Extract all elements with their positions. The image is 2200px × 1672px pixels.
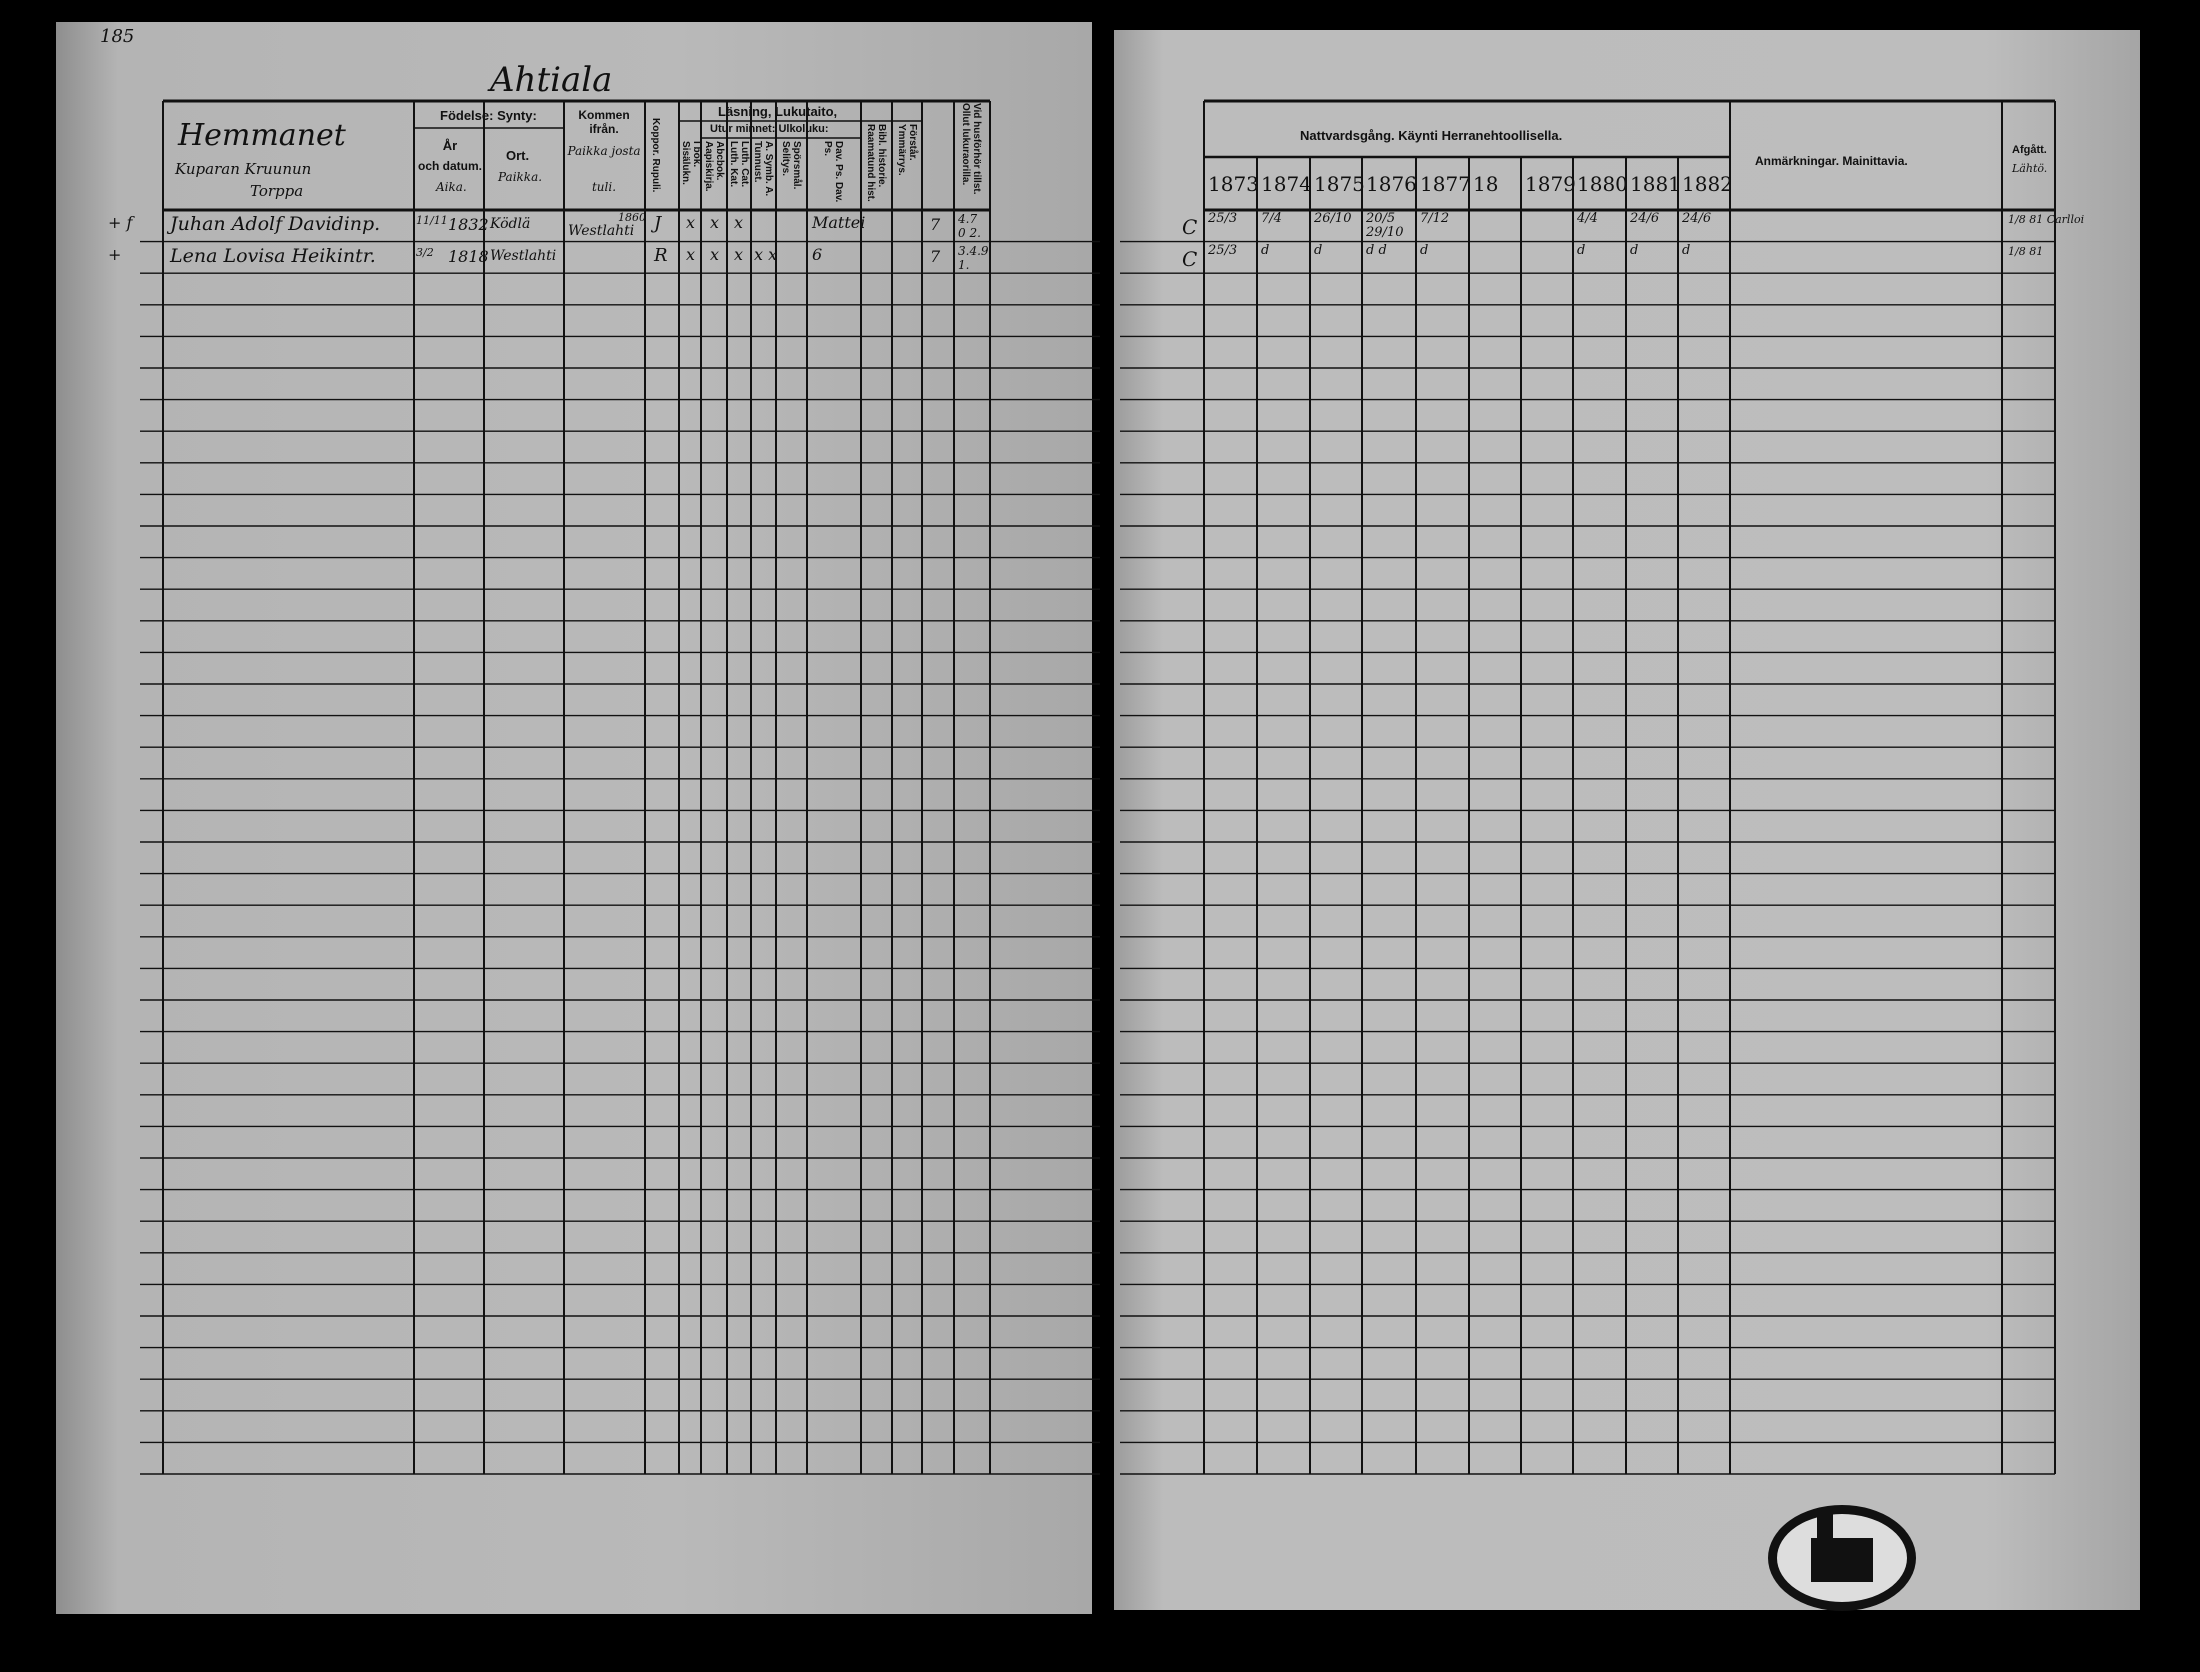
book-spine [1104, 0, 1114, 1672]
header-departed-2: Lähtö. [2012, 162, 2048, 175]
year-header: 1875 [1314, 172, 1365, 196]
communion-entry: d [1577, 242, 1586, 258]
header-household: Hemmanet [178, 118, 346, 153]
symbols: x x [754, 244, 778, 264]
header-household-sub2: Torppa [250, 182, 304, 200]
catechetical: 1. [958, 257, 970, 272]
birth-date: 11/11 [416, 214, 448, 227]
header-catechism: Luth. Cat. Luth. Kat. [728, 141, 750, 188]
header-birth-place: Ort. [506, 148, 530, 163]
header-birth-date: År [442, 138, 458, 153]
smallpox: J [654, 213, 662, 234]
communion-entry: 26/10 [1314, 211, 1352, 226]
header-bible-history: Bibl. historie. Raamatund hist. [865, 124, 887, 202]
year-header: 1877 [1420, 172, 1471, 196]
row-marker: + f [108, 213, 133, 232]
communion-entry: 24/6 [1630, 211, 1660, 226]
year-header: 1873 [1208, 172, 1259, 196]
archive-stamp [1768, 1505, 1916, 1611]
header-came-from-2: Paikka josta [567, 144, 641, 158]
departed: 1/8 81 Carlloi [2008, 213, 2085, 226]
header-household-sub: Kuparan Kruunun [175, 160, 312, 178]
communion-entry: d [1261, 242, 1270, 258]
header-came-from-3: tuli. [591, 180, 617, 194]
row-marker: + [108, 244, 122, 264]
came-from-year: 1860 [618, 211, 646, 224]
village-title: Ahtiala [490, 60, 613, 100]
header-questions: Spörsmål. Selitys. [780, 141, 802, 190]
header-smallpox: Koppor. Rupuli. [650, 118, 661, 193]
came-from: Westlahti [568, 223, 635, 239]
header-departed: Afgått. [2012, 144, 2047, 156]
year-header: 1882 [1682, 172, 1733, 196]
understanding: 7 [930, 246, 941, 266]
communion-entry: 7/4 [1261, 211, 1282, 226]
communion-entry: d [1420, 242, 1429, 258]
year-header: 1881 [1630, 172, 1681, 196]
questions: Mattei [812, 213, 866, 232]
year-header: 18 [1473, 172, 1499, 196]
header-reading: Läsning, Lukutaito, [718, 104, 838, 119]
abc-book: x [710, 244, 720, 264]
header-catechetical: Vid husförhör tillst. Ollut lukuraorilla… [960, 103, 982, 195]
header-birth: Födelse: Synty: [440, 108, 537, 123]
left-page [56, 22, 1092, 1614]
catechetical: 0 2. [958, 226, 981, 240]
catechism: x [734, 213, 744, 232]
page-number: 185 [100, 26, 135, 47]
smallpox: R [654, 244, 668, 266]
understanding: 7 [930, 215, 941, 234]
year-header: 1876 [1366, 172, 1417, 196]
header-psalms: Dav. Ps. Dav. Ps. [822, 141, 844, 203]
catechetical: 3.4.9 [958, 243, 989, 258]
person-name: Lena Lovisa Heikintr. [170, 244, 376, 267]
birth-year: 1832 [448, 215, 489, 234]
header-abc-book: Abcbok. Aapiskirja. [703, 141, 725, 192]
year-header: 1880 [1577, 172, 1628, 196]
person-name: Juhan Adolf Davidinp. [170, 213, 381, 235]
birth-year: 1818 [448, 246, 489, 266]
header-birth-place-2: Paikka. [498, 170, 543, 184]
header-communion: Nattvardsgång. Käynti Herranehtoollisell… [1300, 128, 1563, 143]
header-birth-date-2: och datum. [418, 159, 483, 173]
communion-mark: C [1182, 215, 1198, 239]
birth-place: Westlahti [490, 247, 557, 264]
communion-entry: 24/6 [1682, 211, 1712, 226]
communion-entry: 20/5 29/10 [1366, 211, 1404, 240]
questions: 6 [812, 244, 823, 264]
communion-mark: C [1182, 246, 1198, 271]
communion-entry: 7/12 [1420, 211, 1450, 226]
catechetical: 4.7 [958, 212, 978, 226]
birth-place: Ködlä [490, 216, 531, 232]
birth-date: 3/2 [416, 245, 434, 259]
in-book: x [686, 244, 696, 264]
header-remarks: Anmärkningar. Mainittavia. [1755, 154, 1908, 168]
communion-entry: 25/3 [1208, 242, 1238, 258]
header-birth-date-3: Aika. [436, 180, 467, 194]
communion-entry: 4/4 [1577, 211, 1598, 226]
catechism: x [734, 244, 744, 264]
communion-entry: d [1630, 242, 1639, 258]
year-header: 1879 [1525, 172, 1576, 196]
in-book: x [686, 213, 696, 232]
communion-entry: 25/3 [1208, 211, 1238, 226]
departed: 1/8 81 [2008, 244, 2044, 258]
header-came-from: Kommen ifrån. [578, 108, 630, 136]
communion-entry: d d [1366, 242, 1387, 258]
header-from-memory: Utur minnet: Ulkoluku: [710, 123, 829, 135]
communion-entry: d [1314, 242, 1323, 258]
communion-entry: d [1682, 242, 1691, 258]
header-understanding: Förstår. Ymmärrys. [896, 124, 918, 176]
header-in-book: I bok. Sisälukn. [680, 141, 702, 185]
header-symbols: A. Symb. A. Tunnust. [752, 141, 774, 197]
abc-book: x [710, 213, 720, 232]
church-icon [1811, 1508, 1873, 1582]
year-header: 1874 [1261, 172, 1312, 196]
